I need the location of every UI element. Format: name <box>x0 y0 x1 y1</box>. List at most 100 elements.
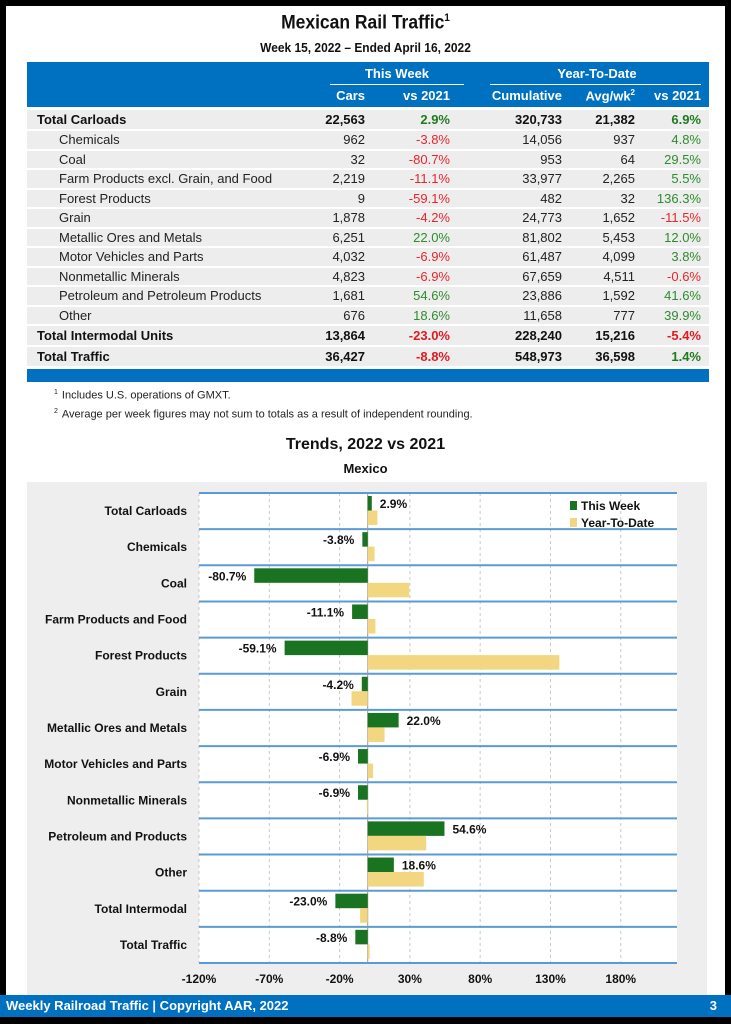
row-label: Grain <box>59 210 91 225</box>
x-tick-label: 30% <box>398 972 422 986</box>
bar-year-to-date <box>360 908 368 923</box>
avg-wk-value: 4,099 <box>602 249 635 264</box>
cumulative-value: 228,240 <box>515 328 562 343</box>
category-label: Motor Vehicles and Parts <box>44 757 187 771</box>
cumulative-value: 24,773 <box>522 210 562 225</box>
category-label: Chemicals <box>127 540 187 554</box>
table-footer-bar <box>27 369 709 382</box>
vs-2021-value: -11.1% <box>409 171 450 186</box>
footnote-1: 1 Includes U.S. operations of GMXT. <box>54 389 231 402</box>
cars-value: 4,823 <box>332 268 365 284</box>
cars-value: 1,878 <box>332 210 365 225</box>
vs-2021-value: -59.1% <box>408 190 450 206</box>
cumulative-value: 23,886 <box>522 288 562 303</box>
avg-wk-value: 1,652 <box>602 210 635 225</box>
data-label: -6.9% <box>319 786 351 800</box>
x-tick-label: -70% <box>255 972 283 986</box>
row-label: Forest Products <box>59 190 151 206</box>
row-label: Coal <box>59 151 86 167</box>
bar-year-to-date <box>367 835 427 851</box>
bar-year-to-date <box>367 763 374 779</box>
bar-this-week <box>367 821 445 836</box>
vs-2021-value: -8.8% <box>416 349 450 364</box>
cars-value: 1,681 <box>332 288 365 303</box>
row-label: Other <box>59 307 92 323</box>
cumulative-value: 320,733 <box>515 112 562 127</box>
col-ytd-vs-2021: vs 2021 <box>654 88 701 103</box>
avg-wk-value: 2,265 <box>602 171 635 186</box>
table-row: Grain 1,878 -4.2% 24,773 1,652 -11.5% <box>27 209 709 227</box>
col-cars: Cars <box>336 88 365 103</box>
table-row: Other 676 18.6% 11,658 777 39.9% <box>27 306 709 324</box>
table-row: Farm Products excl. Grain, and Food 2,219… <box>27 170 709 188</box>
cars-value: 962 <box>343 132 365 147</box>
row-label: Motor Vehicles and Parts <box>59 249 204 264</box>
bar-year-to-date <box>367 582 410 598</box>
avg-wk-value: 21,382 <box>595 112 635 127</box>
row-label: Chemicals <box>59 132 120 147</box>
data-label: 2.9% <box>380 497 408 511</box>
vs-2021-value: -6.9% <box>416 249 450 264</box>
vs-2021-value: -6.9% <box>416 268 450 284</box>
table-header: This Week Year-To-Date Cars vs 2021 Cumu… <box>27 62 709 107</box>
data-label: -3.8% <box>323 533 355 547</box>
category-label: Other <box>155 866 187 880</box>
cars-value: 6,251 <box>332 229 365 245</box>
page-number: 3 <box>709 998 717 1013</box>
x-tick-label: -120% <box>182 972 217 986</box>
ytd-vs-2021-value: 4.8% <box>671 132 701 147</box>
cars-value: 2,219 <box>332 171 365 186</box>
data-label: 54.6% <box>452 822 486 836</box>
vs-2021-value: 2.9% <box>420 112 450 127</box>
table-row: Total Traffic 36,427 -8.8% 548,973 36,598 1.4… <box>27 347 709 366</box>
bar-this-week <box>335 893 368 909</box>
traffic-table: Total Carloads 22,563 2.9% 320,733 21,382 6.9… <box>27 110 709 368</box>
col-vs-2021: vs 2021 <box>403 88 450 103</box>
vs-2021-value: 18.6% <box>413 307 450 323</box>
legend-label-year-to-date: Year-To-Date <box>581 516 654 530</box>
bar-this-week <box>352 604 368 619</box>
bar-year-to-date <box>367 944 370 959</box>
data-label: -8.8% <box>316 931 348 945</box>
cumulative-value: 81,802 <box>522 229 562 245</box>
cumulative-value: 482 <box>540 190 562 206</box>
cumulative-value: 67,659 <box>522 268 562 284</box>
bar-this-week <box>355 929 368 945</box>
cars-value: 4,032 <box>332 249 365 264</box>
category-label: Nonmetallic Minerals <box>67 793 187 807</box>
vs-2021-value: -4.2% <box>416 210 450 225</box>
vs-2021-value: -3.8% <box>416 132 450 147</box>
category-label: Grain <box>156 685 187 699</box>
x-tick-label: 130% <box>535 972 566 986</box>
legend-swatch-this-week <box>570 501 577 510</box>
legend-swatch-year-to-date <box>570 518 577 527</box>
bar-this-week <box>254 568 368 583</box>
row-label: Total Intermodal Units <box>37 328 174 343</box>
bar-year-to-date <box>367 618 376 634</box>
ytd-vs-2021-value: 136.3% <box>656 190 701 206</box>
bar-this-week <box>361 676 368 692</box>
category-label: Total Carloads <box>105 504 188 518</box>
data-label: -4.2% <box>322 678 354 692</box>
bar-this-week <box>362 532 368 547</box>
group-underline <box>330 84 464 85</box>
category-label: Coal <box>161 576 187 590</box>
data-label: 18.6% <box>402 859 436 873</box>
cumulative-value: 953 <box>540 151 562 167</box>
avg-wk-value: 937 <box>613 132 635 147</box>
bar-this-week <box>367 712 399 728</box>
category-label: Total Intermodal <box>95 902 187 916</box>
plot-area <box>199 493 677 963</box>
footer-copyright: Weekly Railroad Traffic | Copyright AAR,… <box>6 998 289 1013</box>
avg-wk-value: 64 <box>620 151 635 167</box>
ytd-vs-2021-value: 41.6% <box>664 288 701 303</box>
vs-2021-value: 54.6% <box>413 288 450 303</box>
ytd-vs-2021-value: -11.5% <box>660 210 701 225</box>
cars-value: 676 <box>343 307 365 323</box>
page-subtitle: Week 15, 2022 – Ended April 16, 2022 <box>260 40 471 55</box>
legend-label-this-week: This Week <box>581 499 640 513</box>
cars-value: 36,427 <box>325 349 365 364</box>
cumulative-value: 548,973 <box>515 349 562 364</box>
x-tick-label: -20% <box>326 972 354 986</box>
